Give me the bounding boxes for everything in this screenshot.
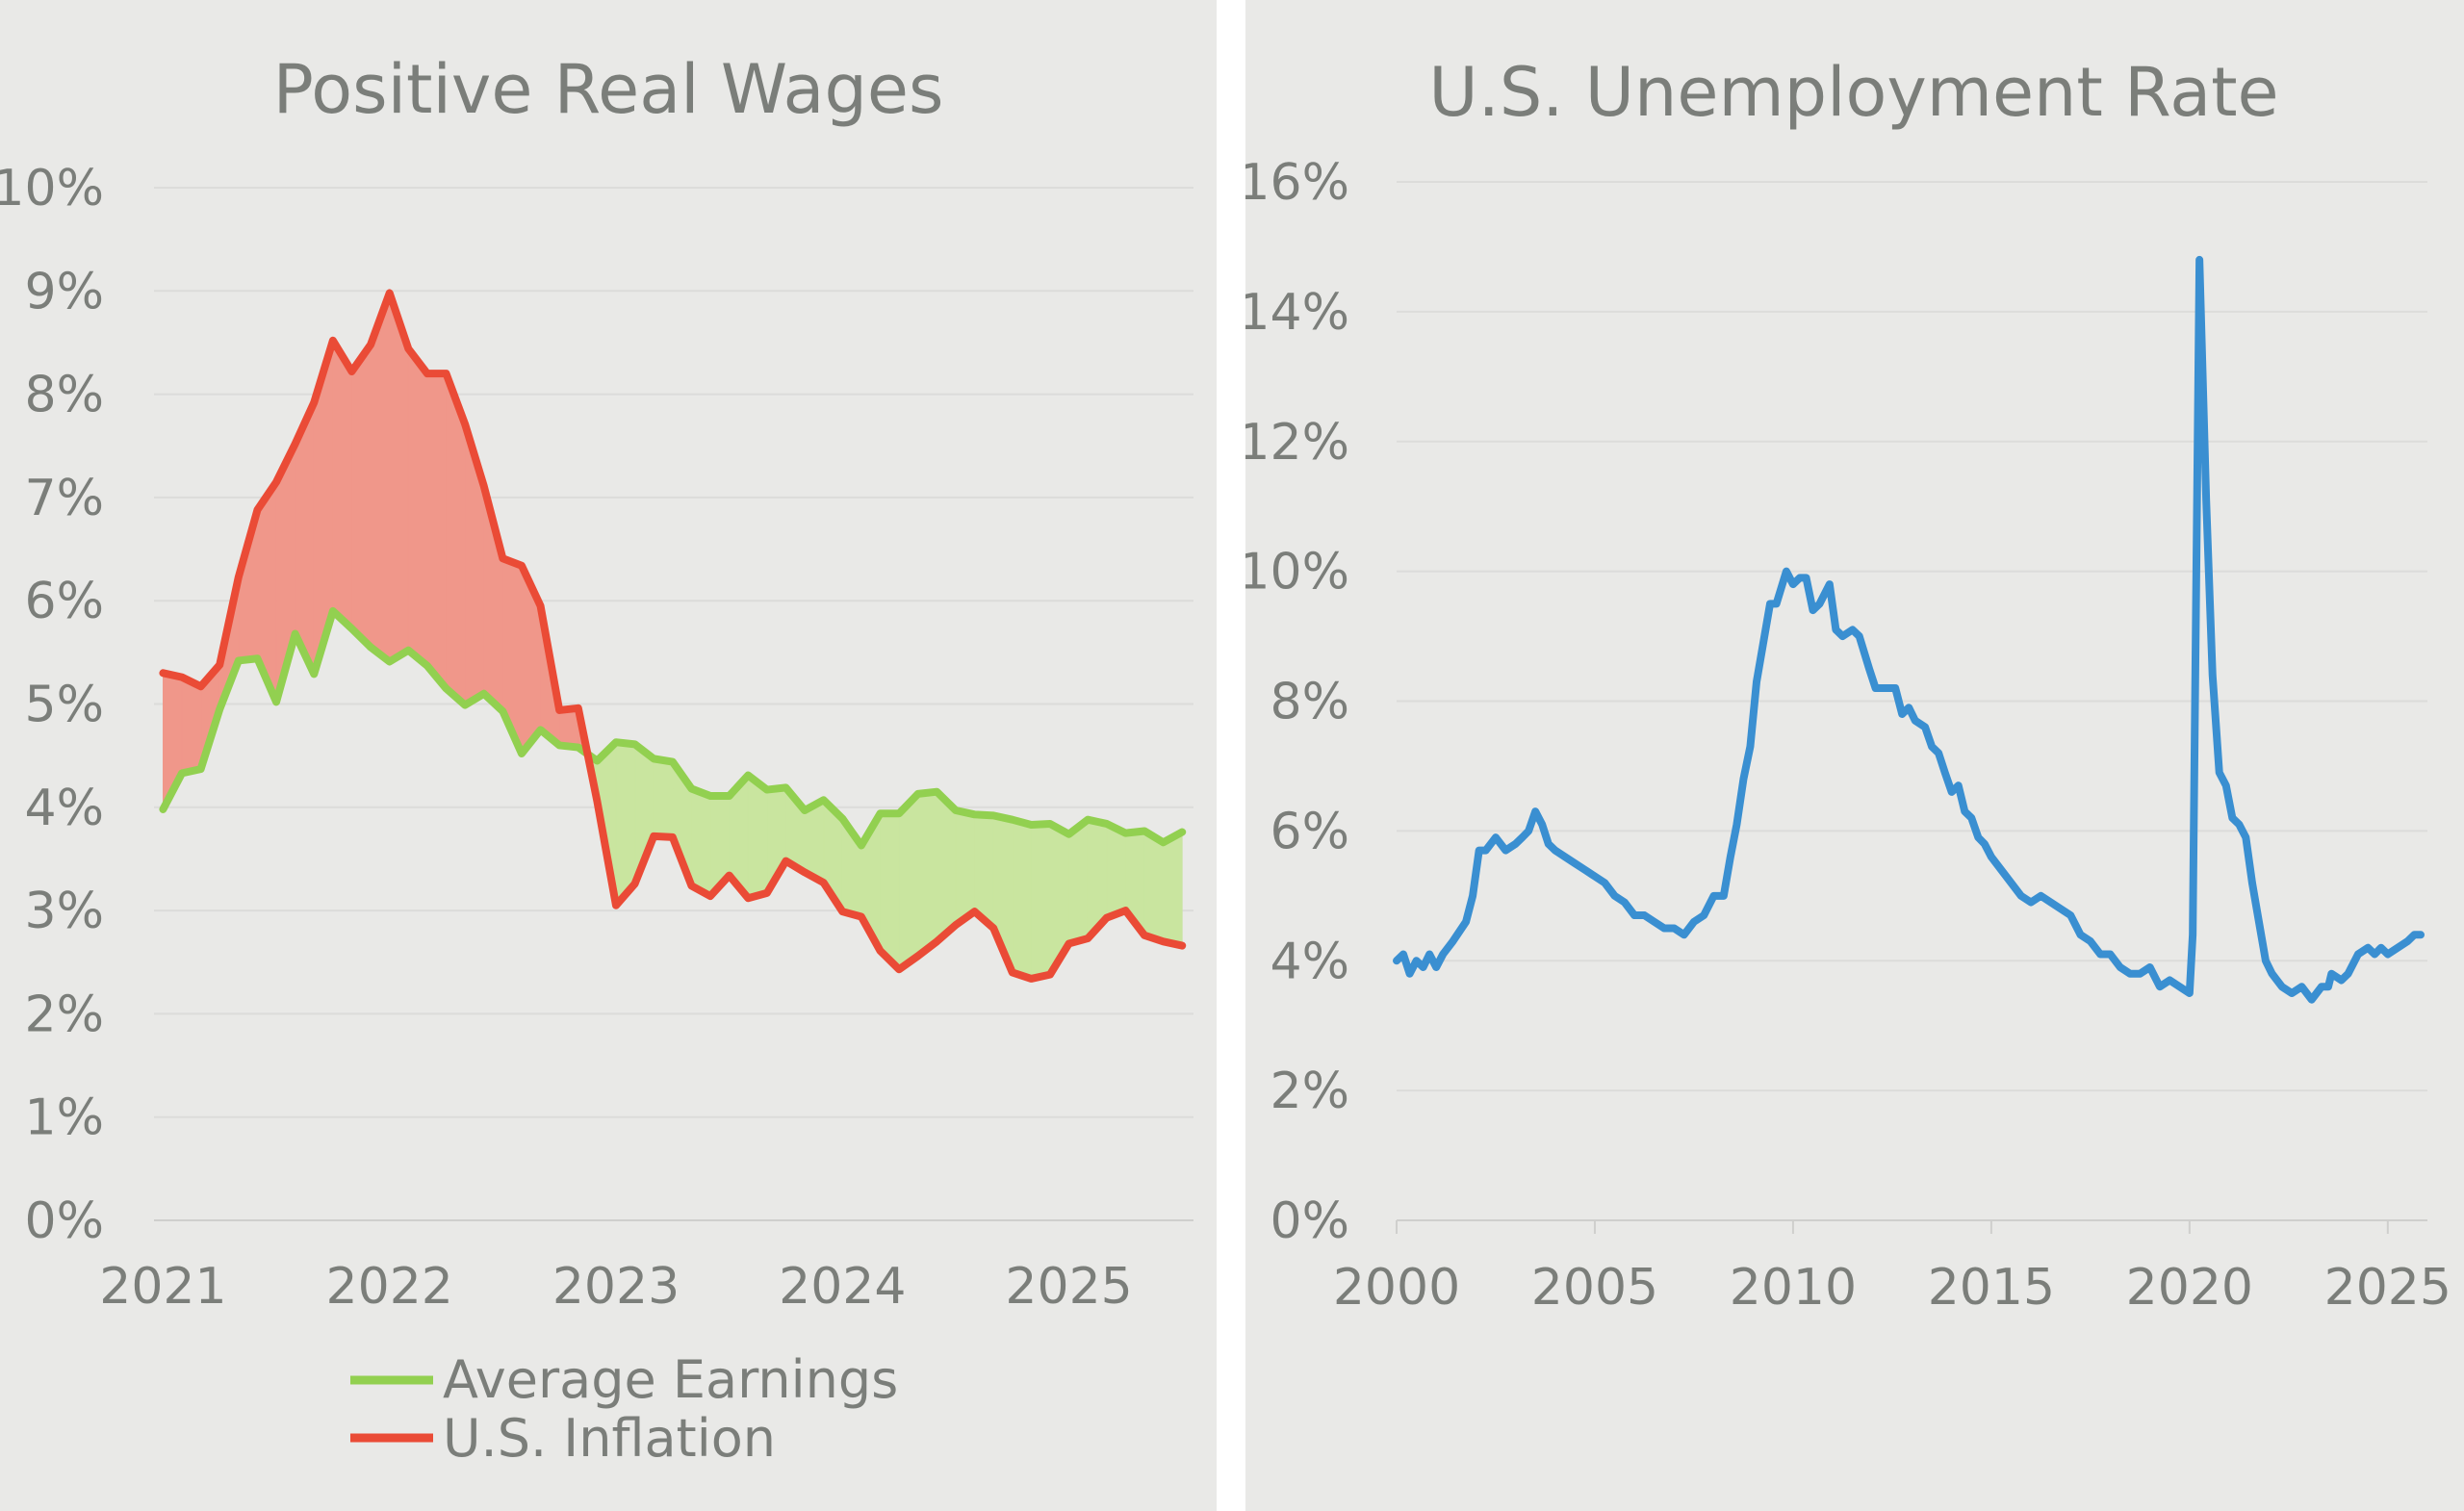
y-tick-label: 8% — [25, 367, 105, 424]
x-tick-label: 2000 — [1333, 1259, 1460, 1317]
inflation-gap-fill — [407, 347, 428, 667]
x-tick-label: 2010 — [1730, 1259, 1857, 1317]
real-wage-gap-fill — [880, 812, 900, 971]
y-tick-label: 10% — [1245, 544, 1349, 602]
y-tick-label: 16% — [1245, 154, 1349, 212]
legend-label-average-earnings: Average Earnings — [443, 1349, 898, 1410]
real-wage-gap-fill — [1068, 818, 1089, 944]
y-tick-label: 8% — [1270, 674, 1350, 731]
y-tick-label: 3% — [25, 883, 105, 940]
real-wage-gap-fill — [955, 809, 975, 926]
y-tick-label: 4% — [1270, 933, 1350, 990]
y-tick-label: 2% — [1270, 1063, 1350, 1120]
real-wage-gap-fill — [936, 790, 957, 943]
x-tick-label: 2021 — [99, 1258, 226, 1316]
series-line-u-s-inflation — [159, 289, 1187, 983]
x-tick-label: 2015 — [1928, 1259, 2055, 1317]
inflation-gap-fill — [558, 707, 579, 749]
series-line-unemployment-rate — [1393, 255, 2425, 1004]
y-tick-label: 12% — [1245, 414, 1349, 472]
legend: Average Earnings U.S. Inflation — [350, 1349, 898, 1469]
y-tick-label: 6% — [1270, 803, 1350, 860]
real-wages-chart: Positive Real Wages 0% 1% 2% 3% 4% 5% 6% 7% 8% 9%… — [0, 50, 1194, 1469]
x-tick-label: 2025 — [2324, 1259, 2451, 1317]
y-tick-label: 2% — [25, 986, 105, 1043]
real-wage-gap-fill — [898, 792, 919, 971]
y-tick-label: 0% — [25, 1192, 105, 1250]
x-tick-label: 2023 — [552, 1258, 680, 1316]
real-wage-gap-fill — [917, 791, 937, 958]
real-wage-gap-fill — [1012, 819, 1032, 980]
y-tick-label: 6% — [25, 573, 105, 630]
real-wage-gap-fill — [1106, 823, 1126, 919]
legend-label-us-inflation: U.S. Inflation — [443, 1408, 776, 1469]
inflation-gap-fill — [332, 339, 352, 630]
inflation-gap-fill — [351, 343, 372, 649]
real-wage-gap-fill — [1143, 830, 1165, 942]
real-wage-gap-fill — [653, 757, 674, 838]
inflation-gap-fill — [181, 676, 202, 774]
x-tick-label: 2022 — [326, 1258, 453, 1316]
x-tick-label: 2025 — [1005, 1258, 1132, 1316]
unemployment-chart: U.S. Unemployment Rate 0% 2% 4% 6% 8% 10% 12% 1… — [1245, 53, 2451, 1317]
chart-title: Positive Real Wages — [273, 50, 944, 129]
series-line-average-earnings — [159, 606, 1187, 850]
real-wage-gap-fill — [747, 774, 768, 899]
x-tick-label: 2020 — [2126, 1259, 2253, 1317]
y-tick-label: 1% — [25, 1089, 105, 1147]
real-wage-gap-fill — [691, 787, 711, 897]
y-tick-label: 9% — [25, 263, 105, 320]
y-tick-label: 7% — [25, 470, 105, 527]
y-tick-label: 4% — [25, 780, 105, 837]
chart-panel-unemployment: U.S. Unemployment Rate 0% 2% 4% 6% 8% 10% 12% 1… — [1245, 0, 2464, 1511]
y-tick-label: 5% — [25, 677, 105, 734]
y-tick-label: 14% — [1245, 284, 1349, 342]
x-tick-label: 2024 — [779, 1258, 906, 1316]
y-tick-label: 0% — [1270, 1192, 1350, 1250]
real-wage-gap-fill — [1163, 831, 1183, 947]
inflation-gap-fill — [426, 372, 447, 690]
chart-panel-real-wages: Positive Real Wages 0% 1% 2% 3% 4% 5% 6% 7% 8% 9%… — [0, 0, 1217, 1511]
real-wage-gap-fill — [1030, 823, 1051, 980]
chart-title: U.S. Unemployment Rate — [1428, 53, 2278, 132]
y-tick-label: 10% — [0, 160, 104, 218]
inflation-gap-fill — [370, 293, 391, 663]
x-tick-label: 2005 — [1531, 1259, 1658, 1317]
